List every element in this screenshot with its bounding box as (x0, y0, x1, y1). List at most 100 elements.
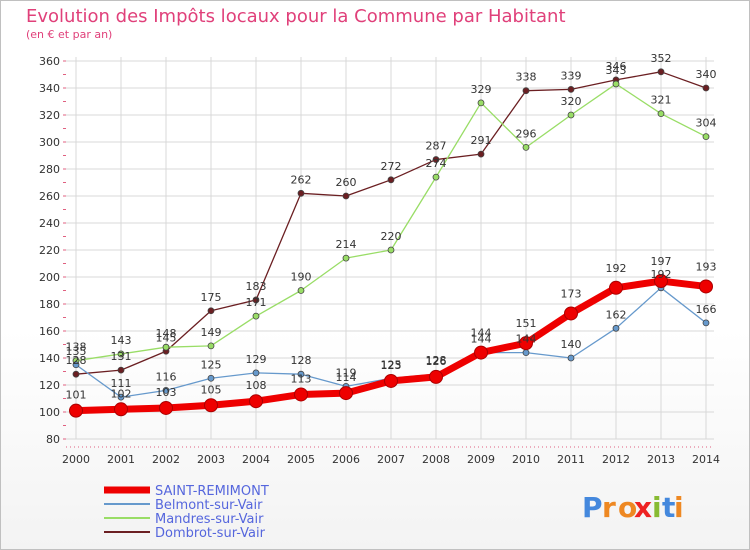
point-dombrot-sur-vair (432, 156, 440, 163)
logo-letter: o (618, 491, 637, 524)
data-label-mandres-sur-vair: 214 (336, 238, 357, 251)
data-label-mandres-sur-vair: 148 (156, 327, 177, 340)
point-mandres-sur-vair (702, 133, 710, 141)
y-tick-label: 120 (39, 379, 60, 392)
data-label-mandres-sur-vair: 321 (651, 94, 672, 107)
data-label-dombrot-sur-vair: 352 (651, 52, 672, 65)
y-tick-label: 300 (39, 136, 60, 149)
y-tick-label: 280 (39, 163, 60, 176)
point-belmont-sur-vair (567, 354, 575, 362)
data-label-dombrot-sur-vair: 346 (606, 60, 627, 73)
data-label-mandres-sur-vair: 274 (426, 157, 447, 170)
chart-title: Evolution des Impôts locaux pour la Comm… (26, 6, 566, 27)
legend: SAINT-REMIMONTBelmont-sur-VairMandres-su… (104, 484, 269, 541)
point-dombrot-sur-vair (207, 307, 215, 315)
data-label-mandres-sur-vair: 320 (561, 95, 582, 108)
point-belmont-sur-vair (522, 349, 530, 357)
data-label-mandres-sur-vair: 220 (381, 230, 402, 243)
point-saint-remimont (474, 345, 488, 360)
y-tick-label: 180 (39, 298, 60, 311)
data-label-saint-remimont: 114 (336, 371, 357, 384)
point-saint-remimont (294, 387, 308, 402)
data-label-mandres-sur-vair: 343 (606, 64, 627, 77)
y-tick-label: 360 (39, 55, 60, 68)
point-saint-remimont (654, 274, 668, 289)
data-label-dombrot-sur-vair: 338 (516, 71, 537, 84)
data-label-saint-remimont: 113 (291, 372, 312, 385)
data-label-belmont-sur-vair: 144 (471, 333, 492, 346)
data-label-dombrot-sur-vair: 260 (336, 176, 357, 189)
point-mandres-sur-vair (612, 80, 620, 88)
x-tick-label: 2007 (377, 453, 405, 466)
point-dombrot-sur-vair (522, 87, 530, 95)
legend-label-dombrot-sur-vair: Dombrot-sur-Vair (155, 526, 266, 541)
point-dombrot-sur-vair (297, 189, 305, 197)
x-tick-label: 2005 (287, 453, 315, 466)
x-tick-label: 2003 (197, 453, 225, 466)
point-mandres-sur-vair (387, 246, 395, 254)
data-label-mandres-sur-vair: 143 (111, 334, 132, 347)
y-tick-label: 320 (39, 109, 60, 122)
series-layer (69, 68, 713, 418)
point-belmont-sur-vair (297, 370, 305, 378)
x-tick-label: 2008 (422, 453, 450, 466)
data-label-mandres-sur-vair: 190 (291, 271, 312, 284)
data-label-belmont-sur-vair: 140 (561, 338, 582, 351)
data-label-saint-remimont: 192 (606, 262, 627, 275)
data-label-saint-remimont: 144 (471, 327, 492, 340)
point-belmont-sur-vair (252, 369, 260, 377)
data-label-belmont-sur-vair: 144 (516, 333, 537, 346)
point-saint-remimont (69, 403, 83, 418)
logo-letter: P (582, 491, 603, 524)
data-label-dombrot-sur-vair: 339 (561, 69, 582, 82)
data-label-dombrot-sur-vair: 183 (246, 280, 267, 293)
point-mandres-sur-vair (162, 343, 170, 351)
logo-letter: i (652, 491, 662, 524)
point-dombrot-sur-vair (72, 370, 80, 378)
point-mandres-sur-vair (342, 254, 350, 262)
point-saint-remimont (519, 336, 533, 351)
axes: 80 100 120 140 160 180 200 220 240 260 280 300 320 34… (39, 55, 720, 466)
y-tick-label: 340 (39, 82, 60, 95)
y-tick-label: 240 (39, 217, 60, 230)
data-label-mandres-sur-vair: 329 (471, 83, 492, 96)
data-label-dombrot-sur-vair: 262 (291, 173, 312, 186)
point-mandres-sur-vair (477, 99, 485, 107)
data-label-saint-remimont: 123 (381, 359, 402, 372)
data-label-dombrot-sur-vair: 291 (471, 134, 492, 147)
x-tick-label: 2000 (62, 453, 90, 466)
x-tick-label: 2009 (467, 453, 495, 466)
y-tick-label: 160 (39, 325, 60, 338)
point-dombrot-sur-vair (702, 84, 710, 92)
data-label-belmont-sur-vair: 111 (111, 377, 132, 390)
point-saint-remimont (339, 386, 353, 401)
point-saint-remimont (609, 280, 623, 295)
y-tick-label: 140 (39, 352, 60, 365)
point-belmont-sur-vair (72, 361, 80, 369)
data-label-belmont-sur-vair: 162 (606, 308, 627, 321)
data-label-saint-remimont: 173 (561, 287, 582, 300)
data-label-mandres-sur-vair: 296 (516, 127, 537, 140)
data-label-dombrot-sur-vair: 340 (696, 68, 717, 81)
point-saint-remimont (384, 373, 398, 388)
point-saint-remimont (204, 398, 218, 413)
point-dombrot-sur-vair (387, 176, 395, 184)
x-tick-label: 2011 (557, 453, 585, 466)
point-mandres-sur-vair (522, 143, 530, 151)
point-mandres-sur-vair (297, 287, 305, 294)
data-label-saint-remimont: 108 (246, 379, 267, 392)
y-tick-label: 100 (39, 406, 60, 419)
data-label-belmont-sur-vair: 125 (381, 358, 402, 371)
point-mandres-sur-vair (432, 173, 440, 181)
data-label-belmont-sur-vair: 192 (651, 268, 672, 281)
point-saint-remimont (564, 306, 578, 321)
point-saint-remimont (114, 402, 128, 417)
data-label-belmont-sur-vair: 129 (246, 353, 267, 366)
x-tick-label: 2006 (332, 453, 360, 466)
point-belmont-sur-vair (612, 324, 620, 332)
point-dombrot-sur-vair (117, 366, 125, 374)
data-label-mandres-sur-vair: 149 (201, 326, 222, 339)
x-tick-label: 2001 (107, 453, 135, 466)
